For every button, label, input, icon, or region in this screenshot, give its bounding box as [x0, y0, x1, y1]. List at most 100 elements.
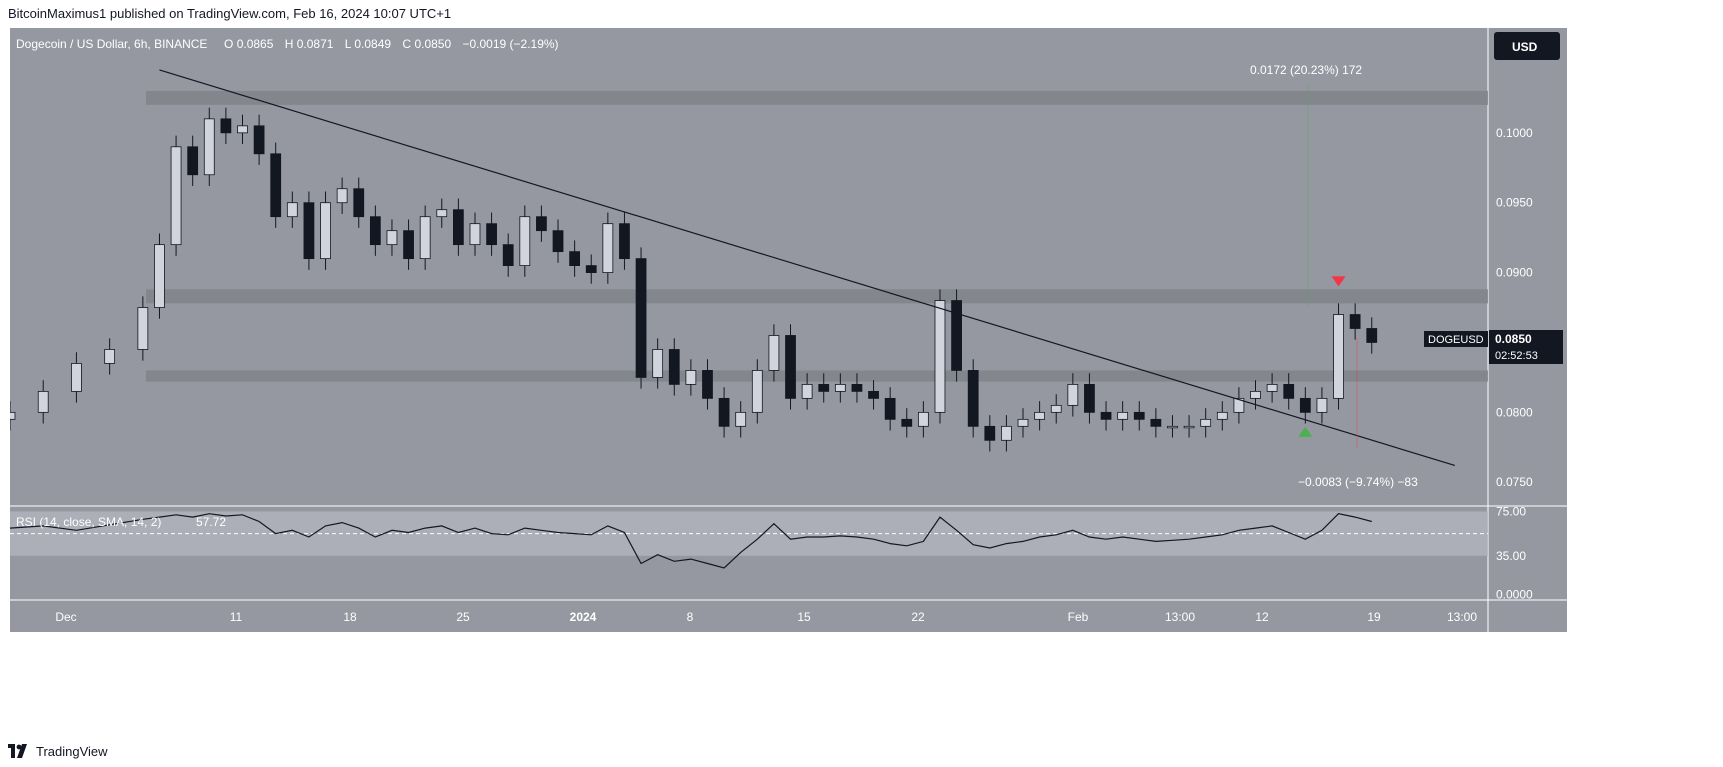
rsi-axis-ticks: 75.00 35.00 0.0000	[1496, 505, 1533, 602]
candle-body	[1299, 397, 1311, 413]
low-value: 0.0849	[354, 37, 391, 51]
ticker-tag	[1424, 331, 1488, 347]
candle-body	[1200, 418, 1212, 427]
candle-body	[685, 370, 697, 385]
candle-body	[502, 244, 514, 267]
candle-body	[1316, 397, 1328, 413]
candle-body	[834, 384, 846, 392]
low-label: L	[345, 37, 352, 51]
candle-body	[1001, 425, 1012, 441]
high-value: 0.0871	[297, 37, 334, 51]
descending-trendline[interactable]	[159, 69, 1455, 467]
publisher-text: BitcoinMaximus1 published on TradingView…	[8, 6, 452, 21]
candle-body	[1183, 425, 1195, 429]
price-tick-label: 0.1000	[1496, 126, 1533, 140]
rsi-tick-label: 0.0000	[1496, 587, 1533, 601]
up-arrow-icon	[1298, 426, 1313, 437]
candle-body	[486, 223, 497, 246]
symbol-name: Dogecoin / US Dollar, 6h, BINANCE	[16, 37, 207, 51]
candle-body	[1150, 418, 1162, 427]
time-axis-ticks: Dec 11 18 25 2024 8 15 22 Feb 13:00 12 19 13:00	[55, 610, 1477, 624]
candle-body	[602, 223, 614, 273]
candle-body	[187, 146, 199, 176]
change-value: −0.0019 (−2.19%)	[462, 37, 558, 51]
zone-2	[146, 370, 1488, 382]
candle-body	[1117, 411, 1129, 420]
price-pane-background	[10, 28, 1488, 506]
candle-body	[1349, 314, 1361, 329]
candle-body	[71, 363, 82, 392]
rsi-value: 57.72	[196, 515, 226, 529]
candle-body	[1266, 384, 1278, 392]
candle-body	[320, 202, 331, 260]
tradingview-logo-icon	[8, 744, 27, 758]
candle-body	[934, 300, 946, 413]
candle-body	[452, 209, 464, 246]
last-price-value: 0.0850	[1495, 332, 1532, 346]
high-label: H	[285, 37, 294, 51]
candle-body	[220, 118, 232, 134]
candle-body	[635, 258, 647, 378]
candle-body	[1050, 404, 1062, 413]
candle-body	[286, 202, 298, 218]
candle-body	[552, 230, 564, 253]
time-tick-label: 12	[1255, 610, 1269, 624]
price-tick-label: 0.0750	[1496, 475, 1533, 489]
candles	[10, 107, 1378, 452]
candle-body	[851, 384, 863, 392]
time-tick-label: 8	[687, 610, 694, 624]
candle-body	[154, 244, 165, 308]
currency-label: USD	[1512, 40, 1538, 54]
signal-markers	[1298, 276, 1346, 437]
zone-0	[146, 90, 1488, 105]
candle-body	[751, 370, 763, 413]
down-arrow-icon	[1331, 276, 1346, 287]
candle-body	[137, 307, 149, 350]
time-tick-label: 13:00	[1447, 610, 1477, 624]
brand-name: TradingView	[36, 743, 108, 759]
candle-body	[1216, 411, 1228, 420]
ohlc-values: O 0.0865 H 0.0871 L 0.0849 C 0.0850 −0.0…	[224, 37, 559, 51]
bar-countdown: 02:52:53	[1495, 350, 1538, 362]
time-tick-label: Feb	[1068, 610, 1089, 624]
candle-body	[652, 349, 664, 378]
time-tick-label: 22	[911, 610, 925, 624]
chart-canvas[interactable]: Dogecoin / US Dollar, 6h, BINANCE O 0.08…	[10, 28, 1713, 728]
open-value: 0.0865	[237, 37, 274, 51]
currency-button[interactable]	[1494, 32, 1560, 60]
candle-body	[668, 349, 680, 385]
measure-bottom-label: −0.0083 (−9.74%) −83	[1298, 475, 1418, 489]
candle-body	[1167, 425, 1178, 429]
time-axis-background	[10, 600, 1488, 632]
candle-body	[901, 418, 913, 427]
candle-body	[419, 216, 431, 260]
chart-frame[interactable]: Dogecoin / US Dollar, 6h, BINANCE O 0.08…	[10, 28, 1713, 728]
candle-body	[170, 146, 182, 246]
measure-top-label: 0.0172 (20.23%) 172	[1250, 63, 1362, 77]
candle-body	[967, 370, 979, 427]
candle-body	[1067, 384, 1079, 406]
candle-body	[801, 384, 813, 399]
candle-body	[519, 216, 531, 267]
candle-body	[203, 118, 215, 176]
candle-body	[386, 230, 398, 246]
time-tick-label: 15	[797, 610, 811, 624]
time-tick-label: 25	[456, 610, 470, 624]
price-axis-ticks: 0.1000 0.0950 0.0900 0.0800 0.0750	[1496, 126, 1533, 489]
rsi-tick-label: 35.00	[1496, 549, 1526, 563]
candle-body	[1100, 411, 1112, 420]
candle-body	[917, 411, 929, 427]
ticker-label: DOGEUSD	[1428, 334, 1484, 346]
rsi-polyline	[10, 513, 1372, 569]
candle-body	[253, 125, 265, 155]
candle-body	[436, 209, 448, 218]
footer: TradingView	[8, 740, 108, 762]
candle-body	[237, 125, 248, 134]
candle-body	[104, 349, 116, 364]
close-value: 0.0850	[414, 37, 451, 51]
open-label: O	[224, 37, 233, 51]
price-tick-label: 0.0800	[1496, 405, 1533, 419]
candle-body	[1250, 390, 1261, 399]
candle-body	[369, 216, 381, 246]
time-tick-label: 13:00	[1165, 610, 1195, 624]
